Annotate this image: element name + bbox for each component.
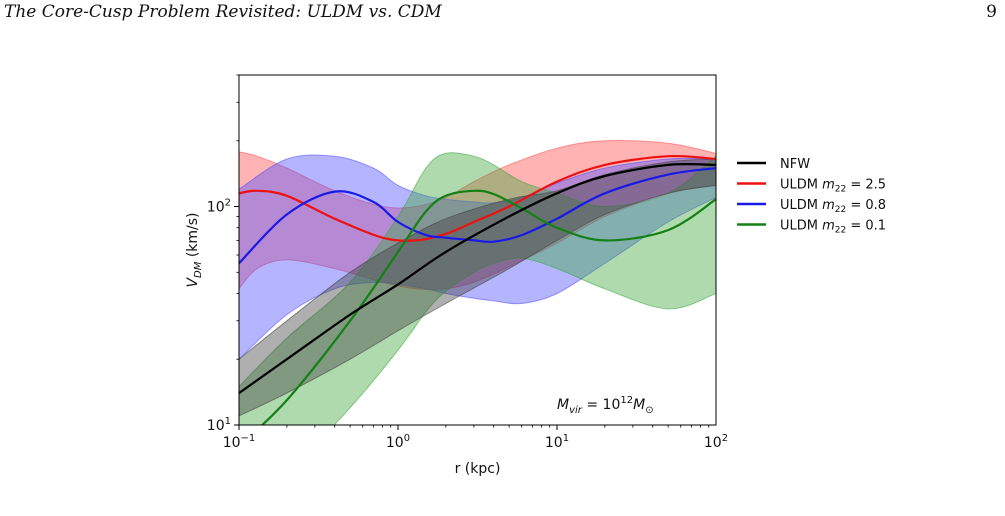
- x-tick-label: 102: [704, 433, 728, 451]
- x-tick-label: 10−1: [223, 433, 256, 451]
- legend: NFW ULDM m22 = 2.5 ULDM m22 = 0.8 ULDM m22 …: [737, 157, 886, 236]
- axis-labels: r (kpc) VDM (km/s): [185, 212, 500, 477]
- x-tick-label: 100: [386, 433, 410, 451]
- running-head: The Core-Cusp Problem Revisited: ULDM vs…: [4, 2, 442, 22]
- series-line-1: [239, 154, 716, 242]
- legend-label-0: NFW: [780, 157, 810, 172]
- legend-label-3: ULDM m22 = 0.1: [780, 219, 886, 236]
- band-0: [239, 158, 716, 417]
- x-axis-label: r (kpc): [455, 461, 501, 477]
- page-number: 9: [986, 2, 997, 22]
- series-line-2: [239, 167, 716, 265]
- series-lines: [239, 154, 716, 425]
- axis-ticks: 10−1 100 101 102 101 102: [207, 74, 728, 451]
- x-tick-label: 101: [545, 433, 569, 451]
- y-tick-label: 101: [207, 416, 231, 434]
- series-line-3: [260, 189, 716, 425]
- y-axis-label: VDM (km/s): [185, 212, 204, 287]
- series-line-0: [239, 163, 716, 394]
- mvir-annotation: Mvir = 1012M⊙: [557, 395, 654, 416]
- annotation: Mvir = 1012M⊙: [557, 395, 654, 416]
- legend-label-2: ULDM m22 = 0.8: [780, 198, 886, 215]
- plot-frame: [238, 74, 717, 426]
- uncertainty-bands: [239, 140, 716, 425]
- legend-label-1: ULDM m22 = 2.5: [780, 178, 886, 195]
- y-tick-label: 102: [207, 198, 231, 216]
